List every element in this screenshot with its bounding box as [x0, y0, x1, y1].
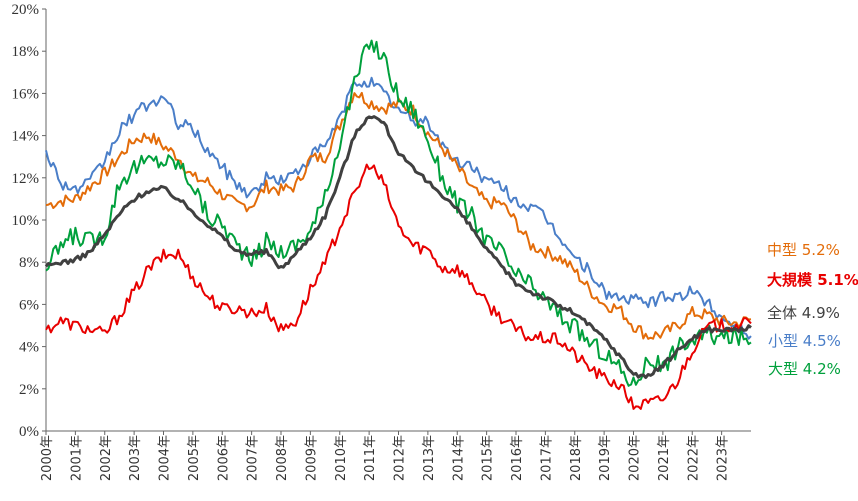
series-end-label-小型: 小型 4.5%	[768, 332, 841, 350]
y-tick-label: 10%	[12, 213, 40, 229]
x-tick-label: 2020年	[628, 435, 643, 481]
y-tick-labels: 0% 2% 4% 6% 8% 10% 12% 14% 16% 18% 20%	[12, 2, 46, 440]
x-tick-label: 2011年	[363, 435, 378, 481]
x-tick-label: 2019年	[598, 435, 613, 481]
x-tick-label: 2002年	[99, 435, 114, 481]
x-tick-label: 2012年	[393, 435, 408, 481]
y-tick-label: 8%	[19, 255, 39, 271]
series-end-label-全体: 全体 4.9%	[767, 304, 840, 322]
series-end-label-大型: 大型 4.2%	[768, 360, 841, 378]
x-tick-label: 2018年	[569, 435, 584, 481]
y-tick-label: 2%	[19, 382, 39, 398]
x-tick-label: 2005年	[187, 435, 202, 481]
series-line-大型	[45, 39, 752, 387]
y-tick-label: 14%	[12, 129, 40, 145]
y-tick-label: 12%	[12, 171, 40, 187]
x-tick-label: 2007年	[246, 435, 261, 481]
x-tick-label: 2000年	[40, 435, 55, 481]
x-tick-label: 2013年	[422, 435, 437, 481]
series-line-全体	[44, 115, 752, 379]
series-end-labels: 中型 5.2% 大規模 5.1% 全体 4.9% 小型 4.5% 大型 4.2%	[767, 241, 858, 378]
x-tick-label: 2014年	[451, 435, 466, 481]
series-line-大規模	[45, 163, 752, 410]
x-tick-label: 2023年	[716, 435, 731, 481]
y-tick-label: 6%	[19, 297, 39, 313]
axes	[45, 9, 751, 432]
y-tick-label: 0%	[19, 424, 39, 440]
x-tick-label: 2008年	[275, 435, 290, 481]
x-tick-label: 2017年	[539, 435, 554, 481]
series-lines	[44, 39, 752, 410]
series-end-label-大規模: 大規模 5.1%	[767, 271, 858, 289]
x-tick-label: 2004年	[158, 435, 173, 481]
x-tick-label: 2022年	[686, 435, 701, 481]
x-tick-label: 2016年	[510, 435, 525, 481]
x-tick-label: 2003年	[128, 435, 143, 481]
x-tick-label: 2015年	[481, 435, 496, 481]
y-tick-label: 20%	[12, 2, 40, 18]
x-tick-label: 2010年	[334, 435, 349, 481]
series-end-label-中型: 中型 5.2%	[767, 241, 840, 259]
x-tick-label: 2001年	[69, 435, 84, 481]
y-tick-label: 16%	[12, 86, 40, 102]
x-tick-labels: 2000年 2001年 2002年 2003年 2004年 2005年 2006年 2007年…	[40, 431, 731, 481]
x-tick-label: 2006年	[216, 435, 231, 481]
x-tick-label: 2009年	[304, 435, 319, 481]
x-tick-label: 2021年	[657, 435, 672, 481]
y-tick-label: 18%	[12, 44, 40, 60]
series-line-小型	[45, 76, 752, 340]
y-tick-label: 4%	[19, 340, 39, 356]
